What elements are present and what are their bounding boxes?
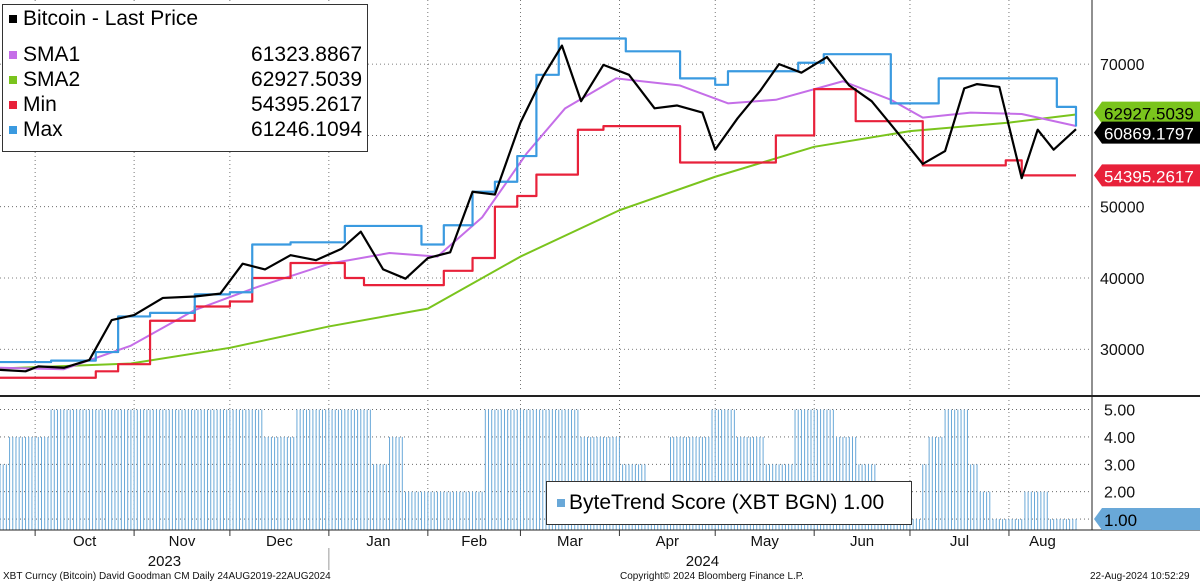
score-legend: ByteTrend Score (XBT BGN) 1.00 bbox=[546, 481, 912, 525]
legend-item: Bitcoin - Last Price bbox=[9, 7, 362, 31]
x-tick-label: May bbox=[751, 533, 780, 550]
axes bbox=[0, 0, 1200, 531]
value-flag bbox=[1094, 121, 1200, 144]
y-tick-label: 5.00 bbox=[1104, 403, 1135, 420]
y-tick-label: 3.00 bbox=[1104, 457, 1135, 474]
legend-value: 61323.8867 bbox=[251, 43, 362, 66]
y-tick-label: 4.00 bbox=[1104, 430, 1135, 447]
legend-value: 54395.2617 bbox=[251, 93, 362, 116]
x-tick-label: Apr bbox=[656, 533, 679, 550]
legend-swatch bbox=[9, 76, 17, 84]
x-tick-label: Aug bbox=[1029, 533, 1056, 550]
legend-swatch bbox=[9, 15, 17, 23]
series-line-bitcoin-last-price bbox=[0, 44, 1077, 373]
legend-item: Min 54395.2617 bbox=[9, 93, 362, 117]
legend-swatch bbox=[9, 101, 17, 109]
legend-item: Max 61246.1094 bbox=[9, 118, 362, 142]
score-y-ticks: 2.00 3.00 4.00 5.00 bbox=[1104, 403, 1135, 502]
footer-timestamp: 22-Aug-2024 10:52:29 bbox=[1090, 571, 1190, 582]
value-flag-label: 1.00 bbox=[1104, 511, 1137, 530]
legend-label: Bitcoin - Last Price bbox=[23, 7, 199, 30]
x-tick-label: Feb bbox=[461, 533, 487, 550]
legend-label: SMA1 bbox=[23, 43, 81, 66]
legend-item: SMA2 62927.5039 bbox=[9, 68, 362, 92]
series-line-sma2 bbox=[0, 113, 1077, 370]
x-tick-label: Oct bbox=[73, 533, 97, 550]
score-legend-label: ByteTrend Score (XBT BGN) 1.00 bbox=[569, 491, 885, 514]
footer-copyright: Copyright© 2024 Bloomberg Finance L.P. bbox=[620, 571, 804, 582]
legend-item: SMA1 61323.8867 bbox=[9, 43, 362, 67]
legend-swatch bbox=[9, 51, 17, 59]
value-flag bbox=[1094, 164, 1200, 187]
y-tick-label: 30000 bbox=[1100, 342, 1145, 359]
x-tick-label: Jan bbox=[366, 533, 390, 550]
series-line-sma1 bbox=[0, 77, 1077, 371]
value-flag-label: 54395.2617 bbox=[1104, 167, 1194, 186]
year-label: 2024 bbox=[686, 553, 719, 570]
x-tick-label: Dec bbox=[266, 533, 293, 550]
x-tick-label: Jul bbox=[950, 533, 969, 550]
price-legend: Bitcoin - Last Price SMA1 61323.8867 SMA… bbox=[2, 4, 368, 152]
value-flag-label: 62927.5039 bbox=[1104, 105, 1194, 124]
x-tick-label: Mar bbox=[557, 533, 583, 550]
price-series bbox=[0, 37, 1078, 379]
legend-swatch bbox=[557, 499, 565, 507]
value-flag bbox=[1094, 508, 1200, 531]
legend-label: SMA2 bbox=[23, 68, 81, 91]
legend-swatch bbox=[9, 126, 17, 134]
x-tick-label: Jun bbox=[850, 533, 874, 550]
score-bars bbox=[0, 409, 1077, 530]
y-tick-label: 2.00 bbox=[1104, 485, 1135, 502]
footer-source: XBT Curncy (Bitcoin) David Goodman CM Da… bbox=[3, 571, 331, 582]
legend-value: 62927.5039 bbox=[251, 68, 362, 91]
value-flag-label: 60869.1797 bbox=[1104, 125, 1194, 144]
x-axis-labels: Oct Nov Dec Jan Feb Mar Apr May Jun Jul Aug 2023 202… bbox=[34, 530, 1056, 570]
legend-value: 61246.1094 bbox=[251, 118, 362, 141]
y-tick-label: 70000 bbox=[1100, 57, 1145, 74]
y-tick-label: 50000 bbox=[1100, 200, 1145, 217]
series-line-max bbox=[0, 37, 1078, 364]
legend-label: Max bbox=[23, 118, 63, 141]
legend-label: Min bbox=[23, 93, 57, 116]
value-flag bbox=[1094, 101, 1200, 124]
x-tick-label: Nov bbox=[169, 533, 196, 550]
y-tick-label: 40000 bbox=[1100, 271, 1145, 288]
year-label: 2023 bbox=[148, 553, 181, 570]
